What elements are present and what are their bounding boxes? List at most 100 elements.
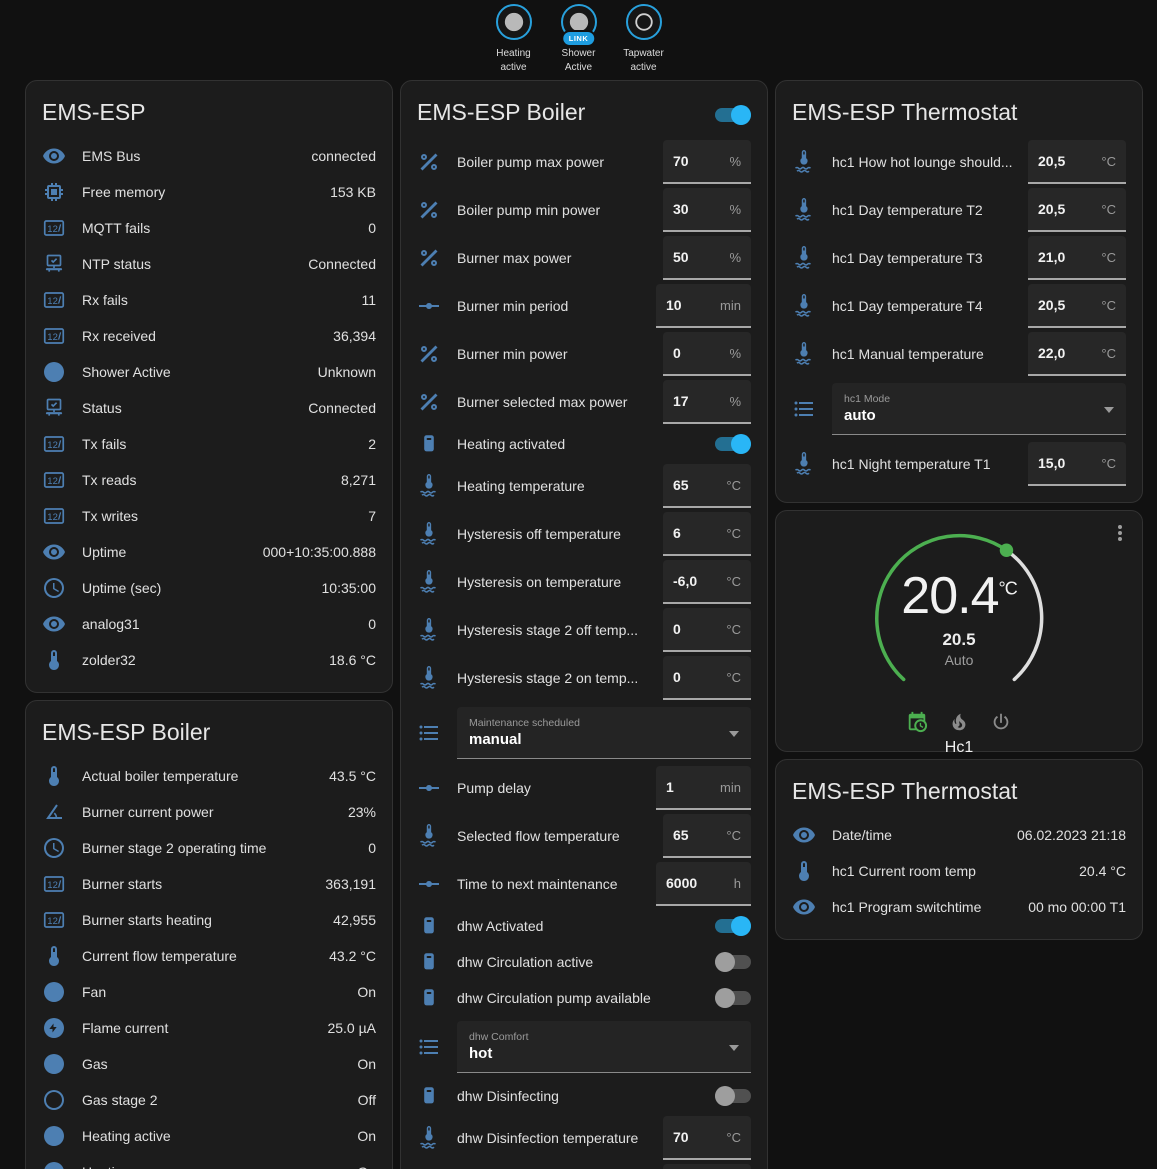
number-input[interactable]: 6 °C [663,512,751,556]
badge-circle[interactable]: LINK [560,4,597,45]
entity-row[interactable]: Heating pump On [42,1154,376,1169]
network-check-icon [42,252,66,276]
number-input[interactable]: 40°C [663,1164,751,1169]
entity-row[interactable]: Burner current power 23% [42,794,376,830]
entity-row[interactable]: hc1 Current room temp 20.4 °C [792,853,1126,889]
badge-shower-active[interactable]: LINK Shower Active [551,4,607,74]
entity-row[interactable]: Uptime 000+10:35:00.888 [42,534,376,570]
calendar-clock-icon[interactable] [906,711,928,733]
coolant-icon [792,452,816,476]
entity-row[interactable]: 1 2 Tx fails 2 [42,426,376,462]
entity-row[interactable]: Flame current 25.0 µA [42,1010,376,1046]
number-input[interactable]: 0 °C [663,656,751,700]
toggle-switch[interactable] [715,916,751,936]
entity-row[interactable]: hc1 Program switchtime 00 mo 00:00 T1 [792,889,1126,925]
number-input[interactable]: 20,5 °C [1028,284,1126,328]
power-icon[interactable] [990,711,1012,733]
entity-value: connected [311,148,376,164]
entity-row[interactable]: Fan On [42,974,376,1010]
number-input[interactable]: 70% [663,140,751,184]
entity-row[interactable]: zolder32 18.6 °C [42,642,376,678]
number-input[interactable]: 15,0 °C [1028,442,1126,486]
entity-row[interactable]: 1 2 MQTT fails 0 [42,210,376,246]
entity-row[interactable]: 1 2 Tx writes 7 [42,498,376,534]
entity-row[interactable]: Uptime (sec) 10:35:00 [42,570,376,606]
entity-row[interactable]: Gas On [42,1046,376,1082]
entity-row[interactable]: 1 2 Rx received 36,394 [42,318,376,354]
entity-label: NTP status [82,256,151,272]
number-input[interactable]: 17% [663,380,751,424]
card-title: EMS-ESP Boiler [42,719,211,745]
entity-row: Hysteresis stage 2 on temp... 0 °C [417,654,751,702]
more-options-icon[interactable] [1108,521,1132,545]
toggle-switch[interactable] [715,1086,751,1106]
entity-rows: hc1 How hot lounge should... 20,5 °C hc1 Da… [792,138,1126,488]
toggle-switch[interactable] [715,988,751,1008]
number-input[interactable]: 10 min [656,284,751,328]
number-unit: °C [1101,297,1116,313]
entity-row[interactable]: 1 2 Burner starts heating 42,955 [42,902,376,938]
dashboard-columns: EMS-ESP EMS Bus connected Free memory 153 K… [0,80,1157,1169]
water-heater-icon [417,986,441,1010]
card-boiler-controls: EMS-ESP Boiler Boiler pump max power 70% B… [400,80,768,1169]
entity-row[interactable]: Status Connected [42,390,376,426]
check-icon [569,12,588,32]
select-input[interactable]: hc1 Mode auto [832,383,1126,435]
toggle-switch[interactable] [715,434,751,454]
coolant-icon [417,474,441,498]
fire-icon[interactable] [948,711,970,733]
entity-row[interactable]: Heating active On [42,1118,376,1154]
entity-label: Time to next maintenance [457,876,618,892]
entity-row[interactable]: EMS Bus connected [42,138,376,174]
entity-row[interactable]: NTP status Connected [42,246,376,282]
badge-tapwater-active[interactable]: Tapwater active [616,4,672,74]
select-input[interactable]: Maintenance scheduled manual [457,707,751,759]
badge-circle[interactable] [625,4,662,40]
entity-row: hc1 Day temperature T4 20,5 °C [792,282,1126,330]
entity-row[interactable]: Current flow temperature 43.2 °C [42,938,376,974]
entity-row[interactable]: analog31 0 [42,606,376,642]
badge-circle[interactable] [495,4,532,40]
entity-row[interactable]: Free memory 153 KB [42,174,376,210]
entity-row[interactable]: Gas stage 2 Off [42,1082,376,1118]
number-input[interactable]: 65 °C [663,464,751,508]
svg-text:2: 2 [53,916,58,927]
badge-heating-active[interactable]: Heating active [486,4,542,74]
entity-row[interactable]: 1 2 Rx fails 11 [42,282,376,318]
entity-label: Burner max power [457,250,572,266]
entity-value: Off [357,1092,376,1108]
number-input[interactable]: 20,5 °C [1028,140,1126,184]
entity-row[interactable]: 1 2 Burner starts 363,191 [42,866,376,902]
number-input[interactable]: 1 min [656,766,751,810]
coolant-icon [792,198,816,222]
network-check-icon [42,396,66,420]
select-input[interactable]: dhw Comfort hot [457,1021,751,1073]
number-input[interactable]: 20,5 °C [1028,188,1126,232]
number-input[interactable]: 65 °C [663,814,751,858]
select-value: auto [844,407,876,424]
number-input[interactable]: 21,0 °C [1028,236,1126,280]
toggle-thumb [715,952,735,972]
number-value: 30 [673,201,689,217]
number-input[interactable]: 0% [663,332,751,376]
number-input[interactable]: -6,0 °C [663,560,751,604]
dial-handle[interactable] [999,543,1014,557]
entity-row[interactable]: Date/time 06.02.2023 21:18 [792,817,1126,853]
card-header-toggle[interactable] [715,104,751,125]
entity-row[interactable]: Burner stage 2 operating time 0 [42,830,376,866]
number-unit: % [729,393,741,409]
number-input[interactable]: 30% [663,188,751,232]
entity-row[interactable]: Shower Active Unknown [42,354,376,390]
thermometer-icon [42,648,66,672]
number-input[interactable]: 6000 h [656,862,751,906]
number-input[interactable]: 0 °C [663,608,751,652]
number-input[interactable]: 70 °C [663,1116,751,1160]
number-input[interactable]: 22,0 °C [1028,332,1126,376]
entity-row[interactable]: 1 2 Tx reads 8,271 [42,462,376,498]
toggle-switch[interactable] [715,952,751,972]
entity-row[interactable]: Actual boiler temperature 43.5 °C [42,758,376,794]
thermostat-dial[interactable]: 20.4°C 20.5 Auto [868,527,1050,709]
number-input[interactable]: 50% [663,236,751,280]
